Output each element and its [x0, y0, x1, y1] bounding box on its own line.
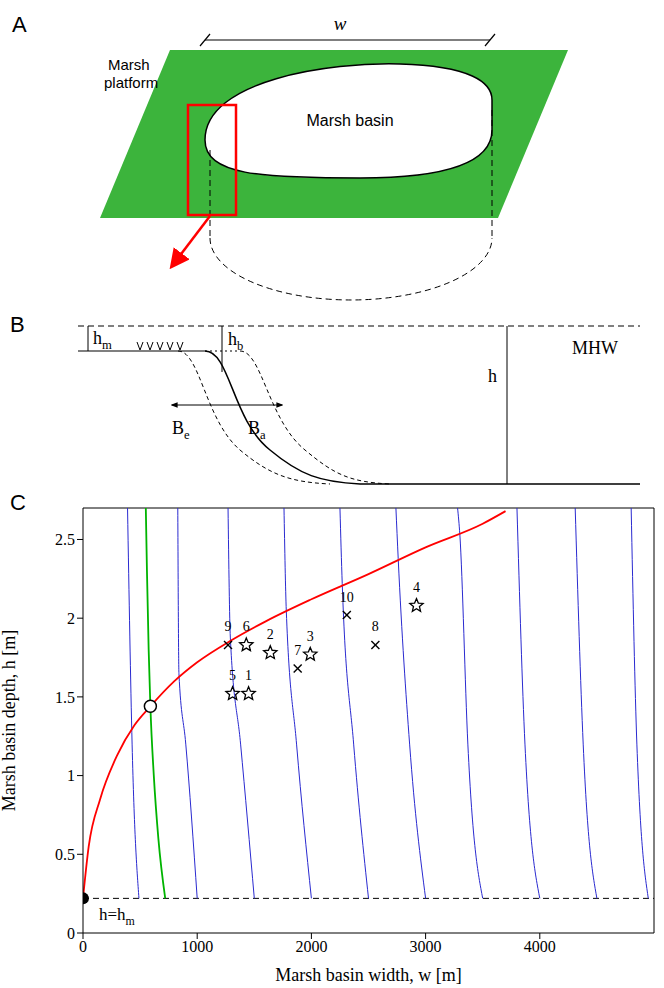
svg-text:3000: 3000: [410, 938, 442, 955]
svg-text:1: 1: [245, 668, 252, 683]
svg-text:A: A: [12, 12, 27, 37]
svg-text:B: B: [10, 312, 25, 337]
svg-text:Be: Be: [172, 418, 190, 442]
svg-text:2: 2: [67, 610, 75, 627]
svg-text:Marsh basin: Marsh basin: [306, 112, 393, 129]
svg-text:MHW: MHW: [572, 338, 618, 358]
svg-text:0.5: 0.5: [55, 846, 75, 863]
svg-text:hm: hm: [93, 328, 112, 352]
svg-text:2: 2: [267, 627, 274, 642]
svg-text:Ba: Ba: [248, 418, 266, 442]
svg-text:Marsh basin depth, h [m]: Marsh basin depth, h [m]: [0, 630, 19, 811]
svg-text:1000: 1000: [181, 938, 213, 955]
svg-text:Marshplatform: Marshplatform: [104, 56, 158, 91]
svg-text:hb: hb: [228, 329, 243, 353]
svg-text:Marsh basin width, w [m]: Marsh basin width, w [m]: [275, 965, 461, 985]
svg-text:9: 9: [225, 619, 232, 634]
svg-text:1.5: 1.5: [55, 689, 75, 706]
svg-text:7: 7: [294, 643, 301, 658]
svg-text:10: 10: [340, 590, 354, 605]
svg-text:h: h: [488, 366, 497, 386]
svg-text:h=hm: h=hm: [99, 905, 136, 928]
svg-text:0: 0: [67, 925, 75, 942]
svg-text:w: w: [334, 13, 347, 34]
svg-text:8: 8: [372, 619, 379, 634]
svg-text:1: 1: [67, 767, 75, 784]
svg-text:5: 5: [229, 668, 236, 683]
svg-text:6: 6: [243, 619, 250, 634]
svg-text:3: 3: [307, 629, 314, 644]
svg-text:4: 4: [413, 580, 420, 595]
svg-text:2.5: 2.5: [55, 531, 75, 548]
svg-text:0: 0: [79, 938, 87, 955]
svg-text:2000: 2000: [295, 938, 327, 955]
svg-text:4000: 4000: [524, 938, 556, 955]
html-text:C: C: [10, 490, 26, 515]
